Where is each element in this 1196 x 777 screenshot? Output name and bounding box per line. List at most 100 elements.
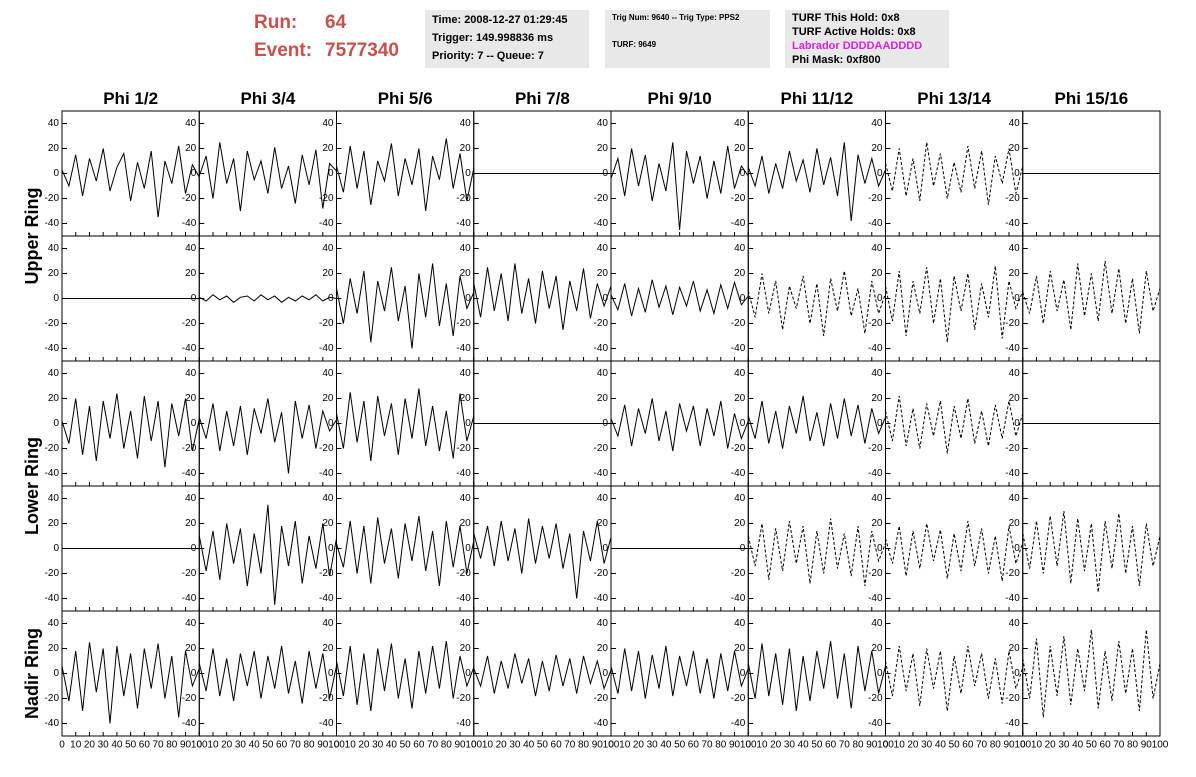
- y-tick-label: 40: [597, 618, 609, 629]
- panel-frame: [198, 360, 337, 487]
- x-tick-label: 50: [400, 740, 412, 751]
- y-tick-label: 20: [597, 268, 609, 279]
- y-tick-label: -40: [1005, 218, 1020, 229]
- panel-frame: [747, 610, 886, 737]
- y-tick-label: 0: [740, 293, 746, 304]
- x-tick-label: 40: [935, 740, 947, 751]
- y-tick-label: -40: [868, 593, 883, 604]
- event-number: 7577340: [325, 40, 399, 61]
- waveform: [747, 640, 886, 712]
- waveform: [198, 504, 337, 605]
- waveform: [610, 645, 749, 699]
- y-tick-label: -20: [594, 568, 609, 579]
- x-tick-label: 20: [84, 740, 96, 751]
- y-tick-label: 0: [1014, 418, 1020, 429]
- x-tick-label: 60: [551, 740, 563, 751]
- x-tick-label: 30: [784, 740, 796, 751]
- y-tick-label: 20: [460, 393, 472, 404]
- y-tick-label: 0: [602, 293, 608, 304]
- y-tick-label: 0: [191, 668, 197, 679]
- x-tick-label: 80: [852, 740, 864, 751]
- y-tick-label: 20: [185, 643, 197, 654]
- y-tick-label: 20: [1009, 143, 1021, 154]
- y-tick-label: 40: [48, 118, 60, 129]
- panel-frame: [747, 235, 886, 362]
- y-tick-label: 20: [48, 643, 60, 654]
- column-title: Phi 3/4: [240, 89, 295, 108]
- y-tick-label: -20: [1005, 443, 1020, 454]
- column-title: Phi 13/14: [917, 89, 991, 108]
- panel-frame: [61, 110, 200, 237]
- x-tick-label: 70: [1113, 740, 1125, 751]
- y-tick-label: 20: [734, 643, 746, 654]
- y-tick-label: 20: [460, 143, 472, 154]
- y-tick-label: 20: [1009, 268, 1021, 279]
- y-tick-label: 0: [465, 668, 471, 679]
- waveform: [61, 393, 200, 468]
- column-title: Phi 5/6: [378, 89, 433, 108]
- y-tick-label: -20: [456, 193, 471, 204]
- y-tick-label: 20: [597, 143, 609, 154]
- y-tick-label: 40: [185, 493, 197, 504]
- y-tick-label: -20: [456, 318, 471, 329]
- column-title: Phi 7/8: [515, 89, 570, 108]
- x-tick-label: 0: [196, 740, 202, 751]
- panel-frame: [336, 485, 475, 612]
- y-tick-label: -20: [319, 318, 334, 329]
- y-tick-label: -20: [868, 568, 883, 579]
- y-tick-label: -40: [1005, 343, 1020, 354]
- y-tick-label: -40: [731, 593, 746, 604]
- panel-frame: [610, 360, 749, 487]
- panel-frame: [198, 485, 337, 612]
- y-tick-label: -20: [594, 443, 609, 454]
- x-tick-label: 20: [770, 740, 782, 751]
- panel-frame: [885, 360, 1024, 487]
- x-tick-label: 30: [1058, 740, 1070, 751]
- waveform: [1022, 260, 1161, 334]
- y-tick-label: 40: [1009, 118, 1021, 129]
- panel-frame: [747, 110, 886, 237]
- y-tick-label: 0: [465, 418, 471, 429]
- y-tick-label: -40: [456, 718, 471, 729]
- x-tick-label: 60: [688, 740, 700, 751]
- panel-frame: [336, 360, 475, 487]
- x-tick-label: 20: [496, 740, 508, 751]
- y-tick-label: 20: [871, 268, 883, 279]
- x-tick-label: 70: [564, 740, 576, 751]
- x-tick-label: 90: [729, 740, 741, 751]
- panel-frame: [198, 235, 337, 362]
- waveform: [747, 395, 886, 449]
- y-tick-label: -40: [731, 343, 746, 354]
- y-tick-label: 40: [1009, 493, 1021, 504]
- waveform: [1022, 510, 1161, 593]
- y-tick-label: -20: [45, 318, 60, 329]
- x-tick-label: 50: [125, 740, 137, 751]
- x-tick-label: 100: [191, 740, 208, 751]
- x-tick-label: 60: [413, 740, 425, 751]
- y-tick-label: -40: [1005, 468, 1020, 479]
- y-tick-label: -40: [182, 593, 197, 604]
- y-tick-label: -40: [868, 218, 883, 229]
- waveform: [885, 395, 1024, 454]
- y-tick-label: 0: [328, 668, 334, 679]
- y-tick-label: 20: [871, 518, 883, 529]
- y-tick-label: 0: [53, 418, 59, 429]
- y-tick-label: -20: [731, 568, 746, 579]
- panel-frame: [473, 485, 612, 612]
- y-tick-label: 40: [734, 118, 746, 129]
- waveform: [747, 518, 886, 587]
- y-tick-label: -20: [456, 568, 471, 579]
- x-tick-label: 10: [894, 740, 906, 751]
- phi-mask-text: Phi Mask: 0xf800: [792, 54, 881, 66]
- y-tick-label: 0: [328, 543, 334, 554]
- x-tick-label: 30: [235, 740, 247, 751]
- x-tick-label: 60: [1100, 740, 1112, 751]
- y-tick-label: 40: [597, 493, 609, 504]
- y-tick-label: -40: [456, 468, 471, 479]
- y-tick-label: 0: [53, 543, 59, 554]
- y-tick-label: 0: [328, 418, 334, 429]
- waveform: [610, 398, 749, 452]
- x-tick-label: 50: [811, 740, 823, 751]
- turf-active-text: TURF Active Holds: 0x8: [792, 26, 916, 38]
- x-tick-label: 80: [303, 740, 315, 751]
